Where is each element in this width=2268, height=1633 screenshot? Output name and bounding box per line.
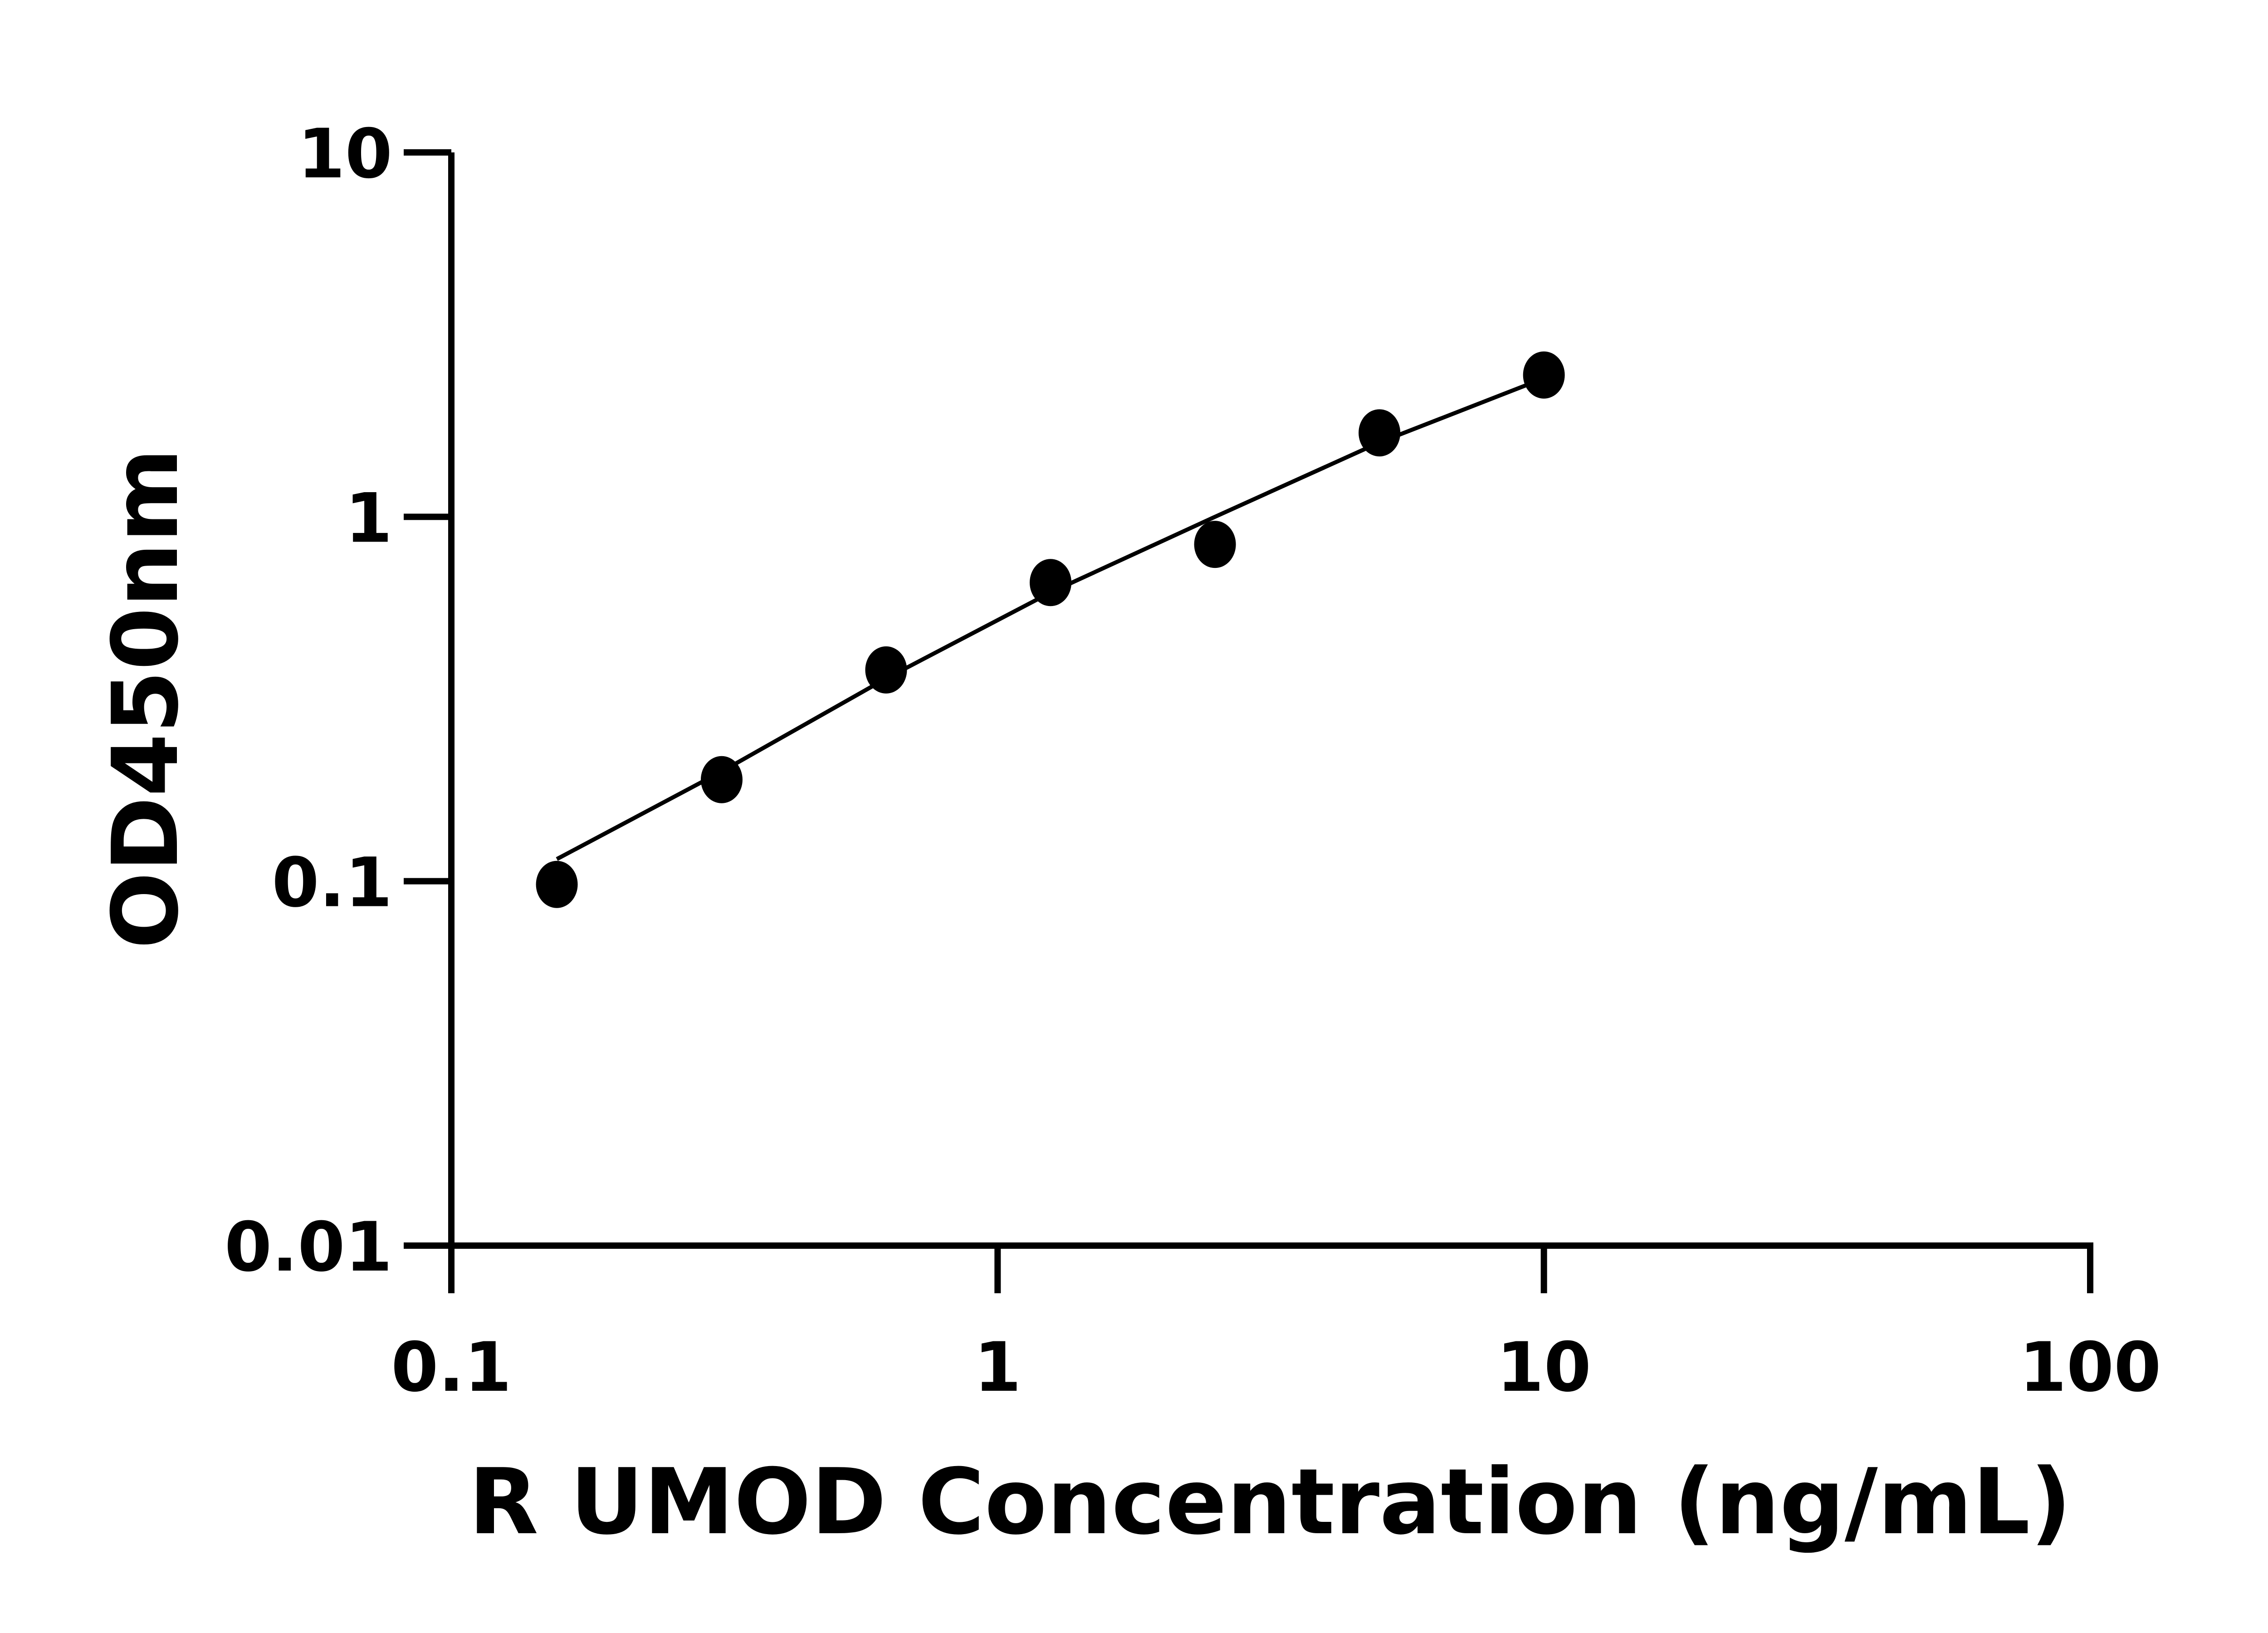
y-tick-label: 0.01	[225, 1208, 392, 1287]
data-point	[1030, 559, 1072, 606]
x-tick-label: 10	[1496, 1328, 1591, 1407]
data-point	[865, 646, 907, 694]
y-tick-label: 10	[298, 115, 392, 194]
data-point	[700, 756, 743, 803]
y-axis-label: OD450nm	[93, 448, 199, 949]
x-tick-label: 100	[2019, 1328, 2161, 1407]
data-point	[1359, 409, 1401, 457]
x-tick-label: 0.1	[391, 1328, 512, 1407]
y-tick-label: 0.1	[272, 844, 392, 923]
x-tick-label: 1	[974, 1328, 1021, 1407]
data-point	[1194, 521, 1236, 568]
marks	[536, 351, 1565, 908]
y-tick-label: 1	[345, 479, 392, 558]
data-point	[536, 861, 578, 908]
data-point	[1523, 351, 1565, 399]
x-axis-label: R UMOD Concentration (ng/mL)	[469, 1449, 2072, 1555]
axes: 0.1 1 10 100 0.01 0.1 1 10	[225, 115, 2161, 1407]
